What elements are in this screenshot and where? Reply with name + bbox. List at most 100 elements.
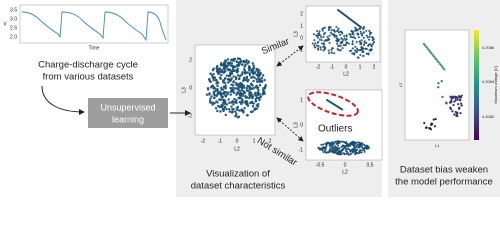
- scatter-dot: [224, 84, 227, 87]
- scatter-dot: [347, 42, 350, 45]
- scatter-dot: [211, 101, 214, 104]
- scatter-dot: [236, 57, 240, 60]
- scatter-dot: [331, 141, 334, 144]
- scatter-dot: [322, 43, 325, 46]
- scatter-dot: [357, 56, 360, 59]
- axis-label: L1: [435, 143, 440, 148]
- scatter-dot: [213, 102, 216, 105]
- scatter-dot: [361, 50, 364, 53]
- axis-label: L2: [342, 169, 348, 175]
- scatter-dot: [453, 113, 456, 116]
- scatter-dot: [369, 33, 372, 36]
- scatter-dot: [248, 87, 252, 90]
- scatter-dot: [336, 144, 339, 147]
- scatter-dot: [252, 64, 255, 67]
- scatter-dot: [434, 57, 438, 61]
- scatter-dot: [328, 150, 331, 153]
- scatter-dot: [369, 43, 372, 46]
- tick-label: 1: [300, 97, 303, 103]
- scatter-dot: [220, 63, 223, 67]
- scatter-dot: [423, 121, 426, 125]
- box-label: learning: [112, 114, 144, 124]
- scatter-dot: [328, 27, 331, 30]
- scatter-dot: [442, 66, 445, 70]
- scatter-dot: [258, 80, 261, 84]
- scatter-dot: [225, 74, 229, 77]
- scatter-dot: [228, 79, 232, 83]
- colorbar-tick: 4.2082: [482, 114, 495, 119]
- scatter-dot: [439, 63, 442, 67]
- scatter-dot: [316, 35, 319, 38]
- scatter-dot: [205, 93, 209, 96]
- scatter-dot: [372, 40, 375, 43]
- scatter-dot: [314, 46, 317, 49]
- scatter-dot: [328, 41, 331, 44]
- scatter-dot: [341, 140, 344, 143]
- scatter-dot: [351, 36, 354, 39]
- dashed-arrow: [276, 45, 304, 67]
- scatter-dot: [332, 148, 335, 151]
- scatter-dot: [319, 147, 322, 150]
- scatter-dot: [356, 141, 359, 144]
- scatter-dot: [254, 91, 257, 95]
- outlier-ellipse: [307, 91, 359, 117]
- scatter-dot: [239, 100, 242, 104]
- scatter-dot: [441, 95, 444, 98]
- scatter-dot: [232, 59, 235, 62]
- scatter-dot: [317, 40, 320, 43]
- scatter-dot: [226, 58, 230, 61]
- axis-label: V: [3, 21, 7, 27]
- tick-label: 1: [300, 23, 303, 29]
- scatter-dot: [217, 92, 221, 95]
- scatter-dot: [316, 30, 319, 33]
- scatter-dot: [339, 151, 342, 154]
- scatter-dot: [224, 59, 227, 62]
- scatter-dot: [322, 143, 325, 146]
- scatter-dot: [319, 46, 322, 49]
- scatter-dot: [363, 144, 366, 147]
- scatter-dot: [348, 143, 351, 146]
- scatter-dot: [335, 34, 338, 37]
- colorbar-label: Maximum voltage [V]: [493, 66, 498, 103]
- scatter-dot: [331, 145, 334, 148]
- scatter-dot: [358, 40, 361, 43]
- scatter-dot: [228, 110, 231, 113]
- scatter-dot: [216, 84, 219, 88]
- scatter-dot: [240, 108, 244, 111]
- scatter-dot: [318, 30, 321, 33]
- scatter-dot: [333, 35, 336, 38]
- tick-label: 1: [359, 64, 362, 70]
- scatter-dot: [432, 54, 435, 58]
- scatter-dot: [337, 149, 340, 152]
- scatter-dot: [325, 151, 328, 154]
- scatter-dot: [320, 39, 323, 42]
- scatter-dot: [355, 144, 358, 147]
- tick-label: 1: [253, 138, 256, 144]
- scatter-dot: [333, 146, 336, 149]
- scatter-dot: [365, 47, 368, 50]
- scatter-dot: [345, 148, 348, 151]
- scatter-dot: [458, 96, 461, 99]
- scatter-dot: [228, 101, 231, 104]
- scatter-dot: [264, 84, 267, 87]
- scatter-dot: [218, 105, 221, 109]
- scatter-dot: [360, 145, 363, 148]
- scatter-dot: [345, 145, 348, 148]
- scatter-dot: [247, 67, 251, 70]
- cycle-curve: [21, 11, 167, 42]
- scatter-dot: [226, 78, 230, 81]
- scatter-dot: [335, 142, 338, 145]
- scatter-dot: [361, 149, 364, 152]
- scatter-dot: [241, 101, 244, 104]
- scatter-dot: [372, 37, 375, 40]
- scatter-dot: [240, 73, 243, 76]
- scatter-dot: [210, 95, 213, 98]
- tick-label: 2: [300, 11, 303, 17]
- scatter-dot: [322, 49, 325, 52]
- scatter-dot: [341, 108, 344, 111]
- scatter-dot: [224, 113, 227, 117]
- scatter-dot: [251, 97, 254, 100]
- scatter-dot: [355, 141, 358, 144]
- scatter-dot: [455, 114, 458, 117]
- tick-label: -1: [218, 138, 223, 144]
